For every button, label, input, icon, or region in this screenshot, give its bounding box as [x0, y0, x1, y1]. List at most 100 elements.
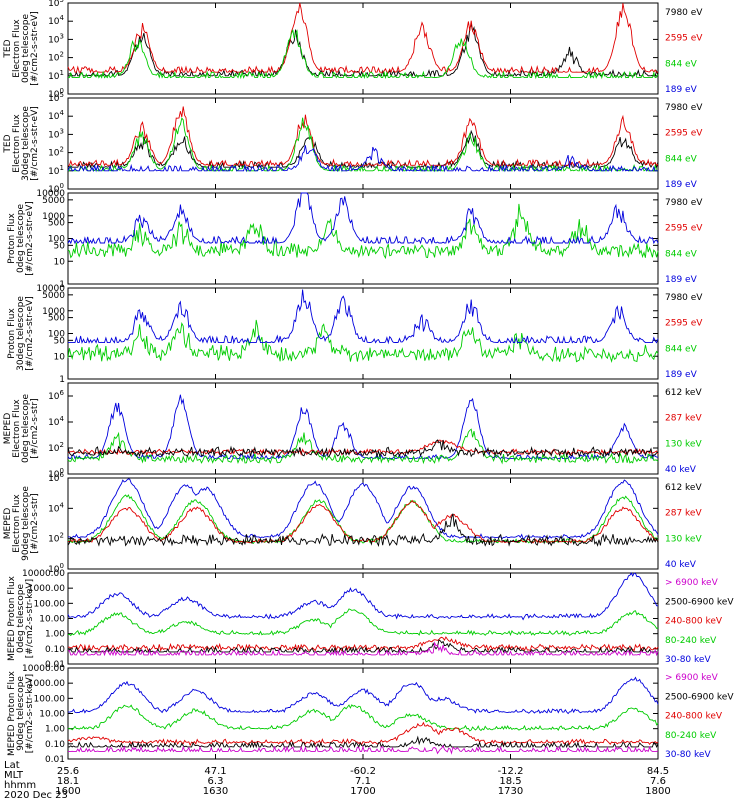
series-844-ev — [67, 319, 659, 364]
y-tick-label: 10000 — [36, 284, 65, 294]
x-tick-label-lat: 84.5 — [647, 766, 669, 777]
panel-7: 0.01 0.10 1.00 10.00 100.00 1000.00 10000.00ME… — [7, 569, 734, 670]
series-40-kev — [67, 394, 659, 460]
legend-entry: 30-80 keV — [665, 655, 711, 665]
series-240-800-kev — [67, 636, 659, 652]
y-tick-label: 5000 — [42, 291, 65, 301]
y-tick-label: 104 — [48, 14, 64, 27]
y-tick-label: 106 — [48, 389, 64, 402]
legend-entry: 7980 eV — [665, 8, 703, 18]
x-tick-label-hhmm: 1600 — [55, 786, 80, 797]
y-tick-label: 50 — [54, 241, 66, 251]
legend-entry: 2595 eV — [665, 34, 703, 44]
y-tick-label: 1 — [59, 280, 65, 290]
series-130-kev — [67, 428, 659, 465]
series-30-80-kev — [67, 676, 659, 715]
y-tick-label: 104 — [48, 109, 64, 122]
y-tick-label: 10 — [54, 257, 66, 267]
series-2500-6900-kev — [67, 639, 658, 654]
y-tick-label: 50 — [54, 336, 66, 346]
panel-8: 0.01 0.10 1.00 10.00 100.00 1000.00 10000.00ME… — [7, 664, 734, 765]
y-tick-label: 0.10 — [45, 740, 65, 750]
legend-entry: 844 eV — [665, 154, 698, 164]
y-axis-label: MEPED Proton Flux0deg telescope[#/cm2-s-… — [7, 575, 35, 661]
legend-entry: 612 keV — [665, 388, 702, 398]
x-tick-label-lat: -60.2 — [350, 766, 376, 777]
legend-entry: 2595 eV — [665, 319, 703, 329]
x-tick-label-lat: -12.2 — [498, 766, 524, 777]
series-80-240-kev — [67, 704, 659, 732]
x-tick-label-hhmm: 1730 — [498, 786, 523, 797]
series-612-kev — [67, 513, 659, 547]
y-axis-label: TEDElectron Flux30deg telescope[#/cm2-s-… — [3, 106, 40, 181]
y-tick-label: 102 — [48, 532, 64, 545]
y-tick-label: 100 — [48, 182, 64, 195]
legend-entry: 2595 eV — [665, 129, 703, 139]
series-240-800-kev — [67, 721, 659, 747]
panel-2: 100 101 102 103 104 105 TEDElectron Flux30deg … — [3, 91, 703, 195]
y-axis-label: MEPED Proton Flux90deg telescope[#/cm2-s… — [7, 670, 35, 756]
x-tick-label-mlt: 7.6 — [650, 776, 666, 787]
x-tick-label-mlt: 6.3 — [208, 776, 224, 787]
y-axis-label: MEPEDElectron Flux90deg telescope[#/cm2-… — [3, 486, 40, 561]
x-tick-label-lat: 47.1 — [204, 766, 226, 777]
y-tick-label: 101 — [48, 164, 64, 177]
x-row-label-mlt: MLT — [4, 770, 24, 781]
y-tick-label: 0.10 — [45, 645, 65, 655]
panel-1: 100 101 102 103 104 105 TEDElectron Flux0deg t… — [3, 0, 703, 100]
legend-entry: 40 keV — [665, 560, 697, 570]
y-tick-label: 10000.00 — [22, 569, 65, 579]
y-tick-label: 104 — [48, 501, 64, 514]
series-2595-ev — [67, 2, 658, 74]
legend-entry: 240-800 keV — [665, 712, 723, 722]
y-tick-label: 0.01 — [45, 660, 65, 670]
series-189-ev — [68, 289, 659, 345]
legend-entry: > 6900 keV — [665, 673, 719, 683]
legend-entry: 2500-6900 keV — [665, 597, 734, 607]
x-tick-label-hhmm: 1630 — [203, 786, 228, 797]
legend-entry: 189 eV — [665, 370, 698, 380]
series-189-ev — [67, 145, 658, 173]
y-tick-label: 1.00 — [45, 630, 65, 640]
legend-entry: 7980 eV — [665, 103, 703, 113]
legend-entry: 287 keV — [665, 414, 702, 424]
y-tick-label: 100 — [48, 235, 65, 245]
series-189-ev — [67, 192, 659, 245]
y-tick-label: 103 — [48, 32, 64, 45]
x-row-label-lat: Lat — [4, 760, 20, 771]
series-7980-ev — [67, 129, 659, 169]
y-tick-label: 1000 — [42, 212, 65, 222]
legend-entry: 2595 eV — [665, 224, 703, 234]
y-tick-label: 10000.00 — [22, 664, 65, 674]
y-tick-label: 500 — [48, 219, 65, 229]
y-axis-label: Proton Flux0deg telescope[#/cm2-s-str-eV… — [7, 201, 35, 276]
legend-entry: 7980 eV — [665, 198, 703, 208]
x-tick-label-lat: 25.6 — [57, 766, 79, 777]
series--6900-kev — [67, 641, 659, 657]
y-tick-label: 100 — [48, 330, 65, 340]
y-tick-label: 102 — [48, 51, 64, 64]
date-label: 2020 Dec 23 — [4, 790, 68, 800]
legend-entry: 30-80 keV — [665, 750, 711, 760]
legend-entry: 240-800 keV — [665, 617, 723, 627]
y-tick-label: 10.00 — [39, 615, 65, 625]
legend-entry: 40 keV — [665, 465, 697, 475]
y-tick-label: 103 — [48, 127, 64, 140]
y-tick-label: 500 — [48, 314, 65, 324]
legend-entry: 189 eV — [665, 180, 698, 190]
y-tick-label: 100 — [48, 562, 64, 575]
legend-entry: 287 keV — [665, 509, 702, 519]
y-tick-label: 1 — [59, 375, 65, 385]
x-tick-label-hhmm: 1700 — [350, 786, 375, 797]
y-axis-label: TEDElectron Flux0deg telescope[#/cm2-s-s… — [3, 11, 40, 86]
y-tick-label: 100.00 — [34, 694, 66, 704]
legend-entry: 80-240 keV — [665, 636, 717, 646]
y-tick-label: 10.00 — [39, 710, 65, 720]
panel-5: 100 102 104 106 MEPEDElectron Flux0deg teles… — [3, 382, 702, 480]
y-tick-label: 101 — [48, 69, 64, 82]
series-612-kev — [67, 439, 659, 458]
